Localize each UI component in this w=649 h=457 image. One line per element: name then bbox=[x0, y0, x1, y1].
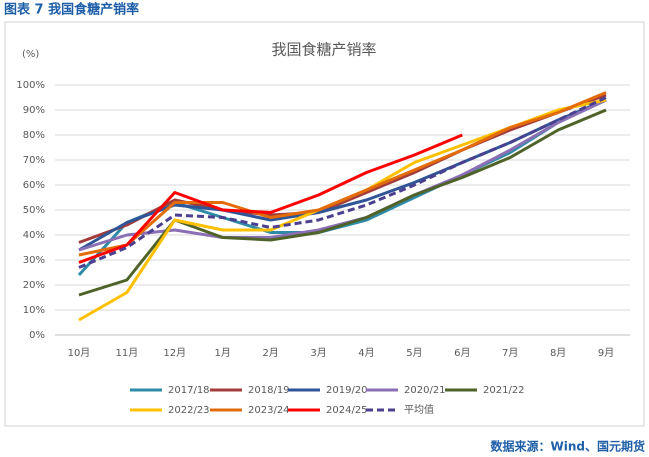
x-tick-label: 11月 bbox=[116, 347, 139, 359]
y-tick-label: 60% bbox=[23, 180, 45, 191]
series-line bbox=[78, 133, 463, 264]
legend-label: 2017/18 bbox=[168, 385, 210, 396]
y-tick-label: 0% bbox=[29, 330, 45, 341]
legend-label: 2021/22 bbox=[483, 385, 525, 396]
legend-label: 2020/21 bbox=[404, 385, 446, 396]
x-tick-label: 4月 bbox=[358, 347, 374, 359]
legend-label: 2022/23 bbox=[168, 405, 210, 416]
series-line bbox=[78, 93, 607, 244]
y-tick-label: 10% bbox=[23, 305, 45, 316]
page-header: 图表 7 我国食糖产销率 bbox=[4, 2, 139, 18]
legend-label: 平均值 bbox=[404, 403, 434, 416]
series-line bbox=[77, 98, 607, 277]
source: 数据来源：Wind、国元期货 bbox=[491, 439, 645, 454]
x-tick-label: 10月 bbox=[68, 347, 91, 359]
chart-frame bbox=[4, 21, 645, 427]
x-tick-label: 2月 bbox=[262, 347, 278, 359]
y-axis-label: (%) bbox=[22, 49, 39, 60]
x-tick-label: 3月 bbox=[310, 347, 326, 359]
chart-title: 我国食糖产销率 bbox=[271, 41, 376, 59]
series-line bbox=[78, 96, 607, 269]
x-tick-label: 9月 bbox=[598, 347, 614, 359]
x-tick-label: 7月 bbox=[502, 347, 518, 359]
series-line bbox=[78, 91, 607, 257]
y-tick-label: 20% bbox=[23, 280, 45, 291]
y-tick-label: 90% bbox=[23, 105, 45, 116]
x-tick-label: 5月 bbox=[406, 347, 422, 359]
legend-label: 2018/19 bbox=[248, 385, 290, 396]
legend-label: 2023/24 bbox=[248, 405, 290, 416]
x-tick-label: 8月 bbox=[550, 347, 566, 359]
y-tick-label: 70% bbox=[23, 155, 45, 166]
y-tick-label: 50% bbox=[23, 205, 45, 216]
legend-label: 2019/20 bbox=[326, 385, 368, 396]
x-tick-label: 6月 bbox=[454, 347, 470, 359]
y-tick-label: 40% bbox=[23, 230, 45, 241]
x-tick-label: 1月 bbox=[215, 347, 231, 359]
y-tick-label: 100% bbox=[16, 80, 45, 91]
y-tick-label: 80% bbox=[23, 130, 45, 141]
legend-label: 2024/25 bbox=[326, 405, 368, 416]
x-tick-label: 12月 bbox=[163, 347, 186, 359]
y-tick-label: 30% bbox=[23, 255, 45, 266]
